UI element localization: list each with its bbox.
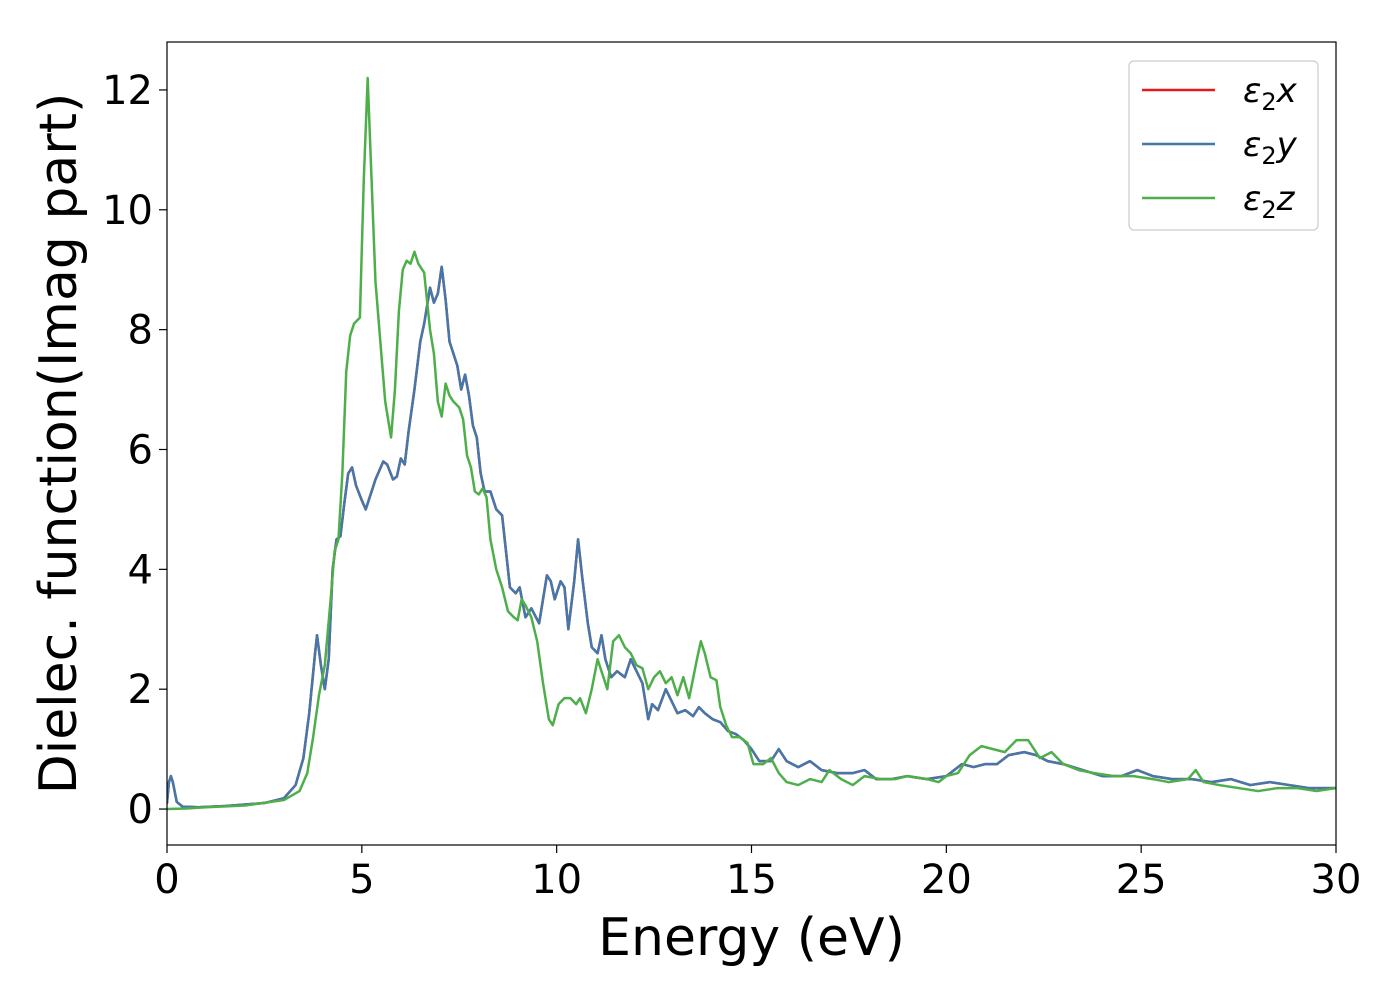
x-tick-label: 25 <box>1116 857 1167 903</box>
legend-label: ε2x <box>1243 71 1298 116</box>
series-line-z <box>167 76 1336 811</box>
legend-item-z: ε2z <box>1142 179 1296 224</box>
y-tick-label: 12 <box>102 68 153 114</box>
y-tick-label: 4 <box>128 547 153 593</box>
legend-box <box>1128 60 1319 231</box>
legend-item-y: ε2y <box>1142 125 1298 170</box>
x-tick-label: 0 <box>154 857 179 903</box>
legend: ε2x ε2y ε2z <box>1128 60 1319 231</box>
y-axis-title: Dielec. function(Imag part) <box>29 93 89 795</box>
y-tick-label: 2 <box>128 667 153 713</box>
legend-label: ε2z <box>1243 179 1296 224</box>
x-tick-label: 20 <box>921 857 972 903</box>
series-line-y <box>167 265 1336 809</box>
x-axis-title: Energy (eV) <box>598 908 905 968</box>
y-tick-label: 6 <box>128 427 153 473</box>
y-tick-label: 8 <box>128 308 153 354</box>
legend-label: ε2y <box>1243 125 1298 170</box>
x-tick-label: 15 <box>726 857 777 903</box>
x-tick-label: 10 <box>531 857 582 903</box>
series-layer <box>167 76 1336 811</box>
legend-item-x: ε2x <box>1142 71 1298 116</box>
ticks-layer: 0 5 10 15 20 25 30 0 2 4 6 8 10 12 <box>102 68 1361 903</box>
y-tick-label: 0 <box>128 787 153 833</box>
x-tick-label: 5 <box>349 857 374 903</box>
series-line-x <box>167 265 1336 809</box>
y-tick-label: 10 <box>102 188 153 234</box>
x-tick-label: 30 <box>1311 857 1362 903</box>
